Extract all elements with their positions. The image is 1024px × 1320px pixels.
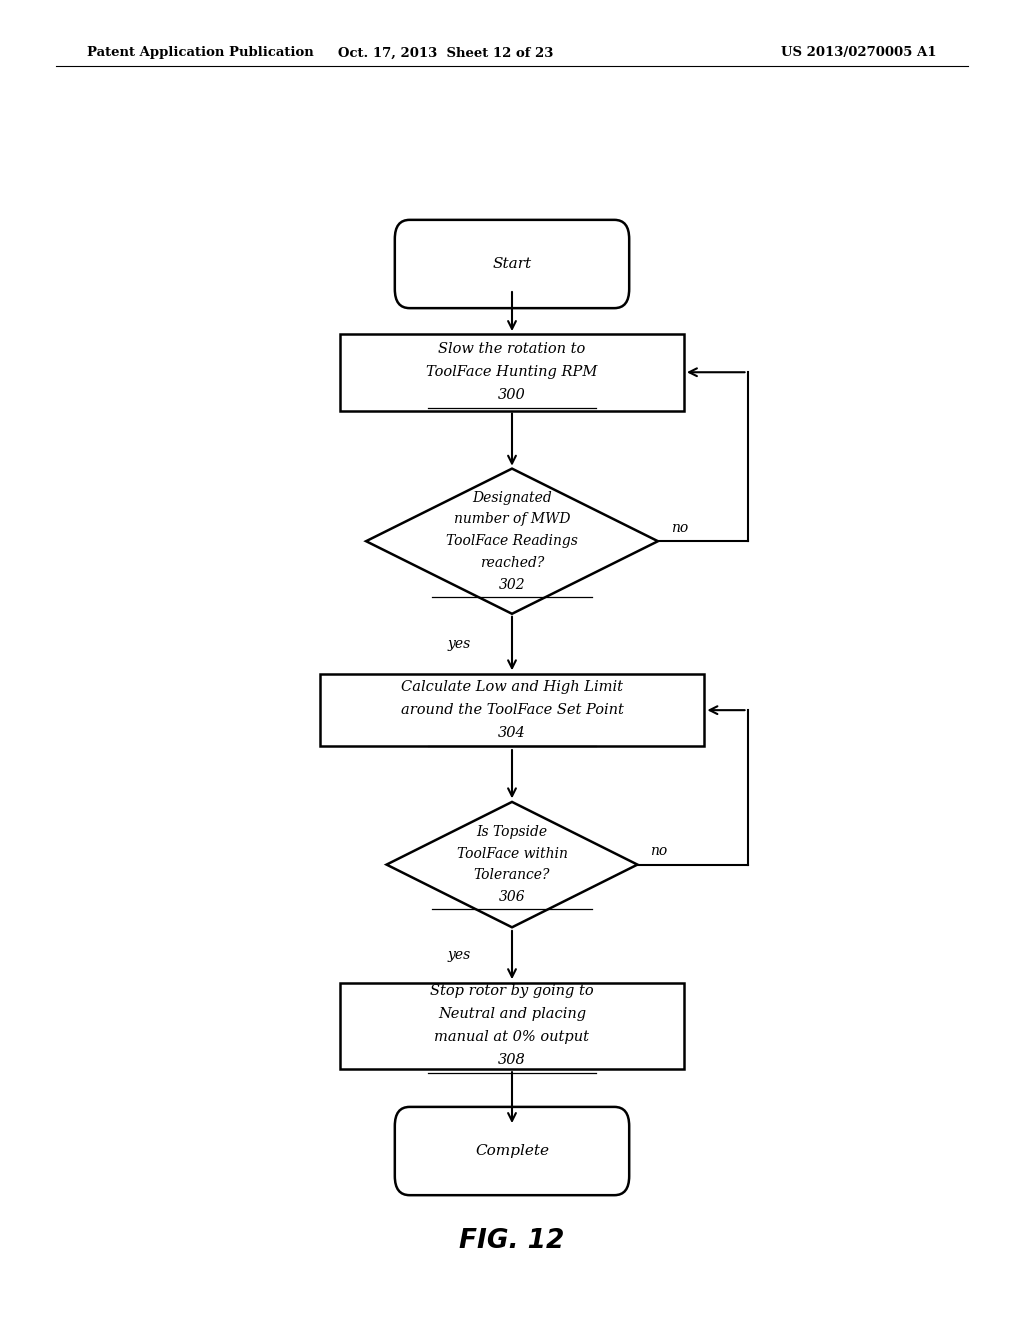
Bar	[340, 334, 684, 411]
Text: around the ToolFace Set Point: around the ToolFace Set Point	[400, 704, 624, 717]
Bar	[319, 673, 705, 747]
Text: Start: Start	[493, 257, 531, 271]
Text: 300: 300	[498, 388, 526, 403]
Text: yes: yes	[447, 948, 471, 962]
Text: 308: 308	[498, 1053, 526, 1068]
Text: no: no	[650, 845, 668, 858]
Bar	[340, 982, 684, 1069]
Text: Designated: Designated	[472, 491, 552, 504]
Text: manual at 0% output: manual at 0% output	[434, 1030, 590, 1044]
Polygon shape	[387, 803, 637, 927]
Text: number of MWD: number of MWD	[454, 512, 570, 527]
Text: Neutral and placing: Neutral and placing	[438, 1007, 586, 1022]
Text: Slow the rotation to: Slow the rotation to	[438, 342, 586, 356]
Text: yes: yes	[447, 636, 471, 651]
FancyBboxPatch shape	[395, 220, 629, 308]
Text: ToolFace within: ToolFace within	[457, 846, 567, 861]
Text: reached?: reached?	[480, 556, 544, 570]
Text: Calculate Low and High Limit: Calculate Low and High Limit	[401, 680, 623, 694]
Text: 302: 302	[499, 578, 525, 591]
Text: FIG. 12: FIG. 12	[460, 1228, 564, 1254]
Text: 306: 306	[499, 890, 525, 904]
Text: Tolerance?: Tolerance?	[474, 869, 550, 883]
Text: no: no	[671, 521, 688, 535]
Polygon shape	[367, 469, 657, 614]
FancyBboxPatch shape	[395, 1107, 629, 1195]
Text: Patent Application Publication: Patent Application Publication	[87, 46, 313, 59]
Text: Complete: Complete	[475, 1144, 549, 1158]
Text: 304: 304	[498, 726, 526, 741]
Text: Is Topside: Is Topside	[476, 825, 548, 840]
Text: Stop rotor by going to: Stop rotor by going to	[430, 983, 594, 998]
Text: Oct. 17, 2013  Sheet 12 of 23: Oct. 17, 2013 Sheet 12 of 23	[338, 46, 553, 59]
Text: ToolFace Hunting RPM: ToolFace Hunting RPM	[426, 366, 598, 379]
Text: ToolFace Readings: ToolFace Readings	[446, 535, 578, 548]
Text: US 2013/0270005 A1: US 2013/0270005 A1	[781, 46, 937, 59]
